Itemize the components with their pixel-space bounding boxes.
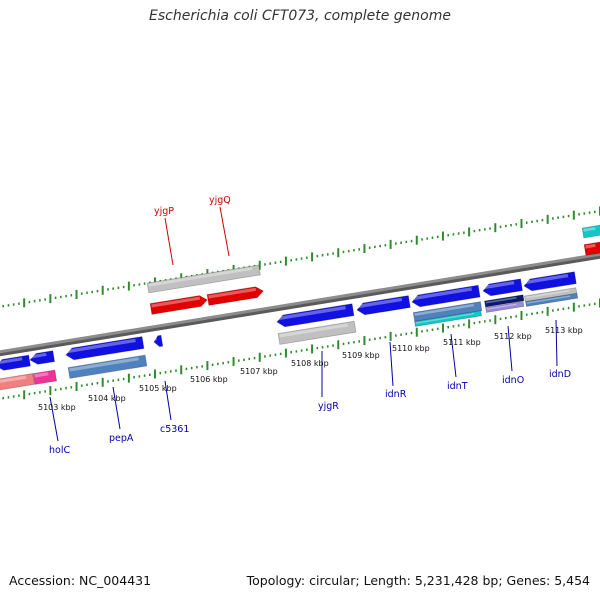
leader-line — [389, 341, 394, 387]
scale-labels: 5103 kbp 5104 kbp 5105 kbp 5106 kbp 5107 kbp… — [38, 326, 583, 412]
feature-pepA-block — [67, 354, 148, 379]
feature-idnT-block — [412, 301, 483, 322]
feature-idnO-navy — [484, 294, 525, 308]
feature-right-edge-red — [583, 241, 600, 256]
gene-labels: yjgP yjgQ holC pepA c5361 yjgR idnR idnT idnO idn… — [49, 195, 571, 456]
leader-line — [112, 386, 121, 430]
scale-label: 5108 kbp — [291, 359, 329, 368]
feature-idnT-arrow — [411, 284, 481, 308]
gene-label-holC[interactable]: holC — [49, 445, 70, 456]
feature-holC-block — [0, 373, 35, 391]
reverse-tick-track — [2, 298, 600, 400]
gene-label-yjgP[interactable]: yjgP — [154, 206, 174, 217]
scale-label: 5103 kbp — [38, 403, 76, 412]
leader-line — [164, 217, 174, 266]
scale-label: 5104 kbp — [88, 394, 126, 403]
gene-label-idnD[interactable]: idnD — [549, 369, 571, 380]
feature-holC-pink — [32, 369, 58, 385]
feature-yjgP-block — [146, 264, 261, 294]
feature-idnR-arrow — [356, 295, 411, 316]
leader-line — [49, 396, 59, 442]
feature-yjgR-arrow — [276, 303, 355, 328]
leader-line — [450, 333, 457, 378]
gene-label-yjgQ[interactable]: yjgQ — [209, 195, 231, 206]
feature-idnO-arrow — [482, 278, 523, 297]
scale-label: 5105 kbp — [139, 384, 177, 393]
scale-label: 5112 kbp — [494, 332, 532, 341]
feature-left-blue-1 — [0, 354, 31, 371]
feature-c5361-arrow — [153, 334, 164, 348]
feature-yjgQ-arrow — [206, 286, 264, 306]
label-leaders — [49, 206, 558, 442]
feature-right-edge-cyan — [581, 224, 600, 239]
leader-line — [219, 206, 230, 257]
map-title: Escherichia coli CFT073, complete genome — [149, 8, 451, 24]
scale-label: 5107 kbp — [240, 367, 278, 376]
gene-label-yjgR[interactable]: yjgR — [318, 401, 339, 412]
gene-label-idnT[interactable]: idnT — [447, 381, 468, 392]
feature-idnD-arrow — [523, 271, 577, 292]
scale-label: 5109 kbp — [342, 351, 380, 360]
feature-track — [0, 224, 600, 391]
leader-line — [507, 325, 513, 372]
scale-label: 5113 kbp — [545, 326, 583, 335]
feature-idnO-lavender — [485, 300, 525, 313]
gene-label-pepA[interactable]: pepA — [109, 433, 134, 444]
scale-label: 5106 kbp — [190, 375, 228, 384]
scale-label: 5110 kbp — [392, 344, 430, 353]
feature-yjgR-block — [277, 320, 357, 345]
genome-backbone — [0, 252, 600, 357]
feature-yjgP-arrow — [149, 295, 208, 315]
feature-left-blue-2 — [29, 350, 56, 365]
forward-tick-track — [2, 206, 600, 308]
feature-pepA-arrow — [65, 336, 145, 361]
gene-label-c5361[interactable]: c5361 — [160, 424, 189, 435]
leader-line — [555, 319, 558, 367]
feature-idnD-steel — [525, 292, 579, 307]
gene-label-idnR[interactable]: idnR — [385, 389, 407, 400]
topology-summary: Topology: circular; Length: 5,231,428 bp… — [246, 573, 590, 588]
feature-idnT-cyan — [414, 310, 482, 327]
gene-label-idnO[interactable]: idnO — [502, 375, 524, 386]
leader-line — [164, 380, 172, 421]
accession-label: Accession: NC_004431 — [9, 573, 152, 588]
scale-label: 5111 kbp — [443, 338, 481, 347]
